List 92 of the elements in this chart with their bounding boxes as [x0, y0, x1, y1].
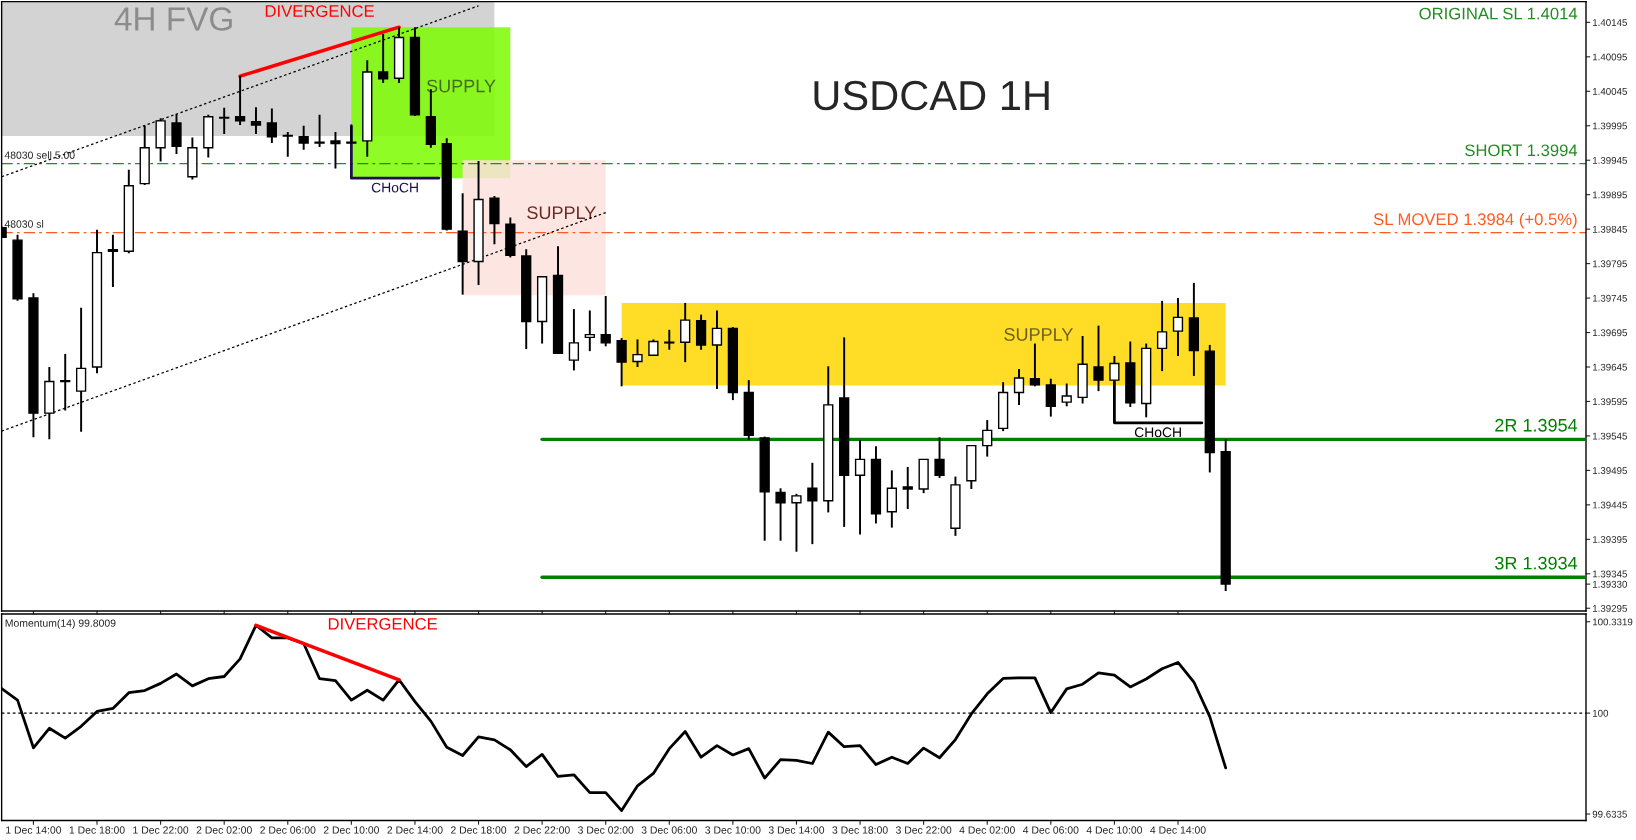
- candlestick: [60, 352, 71, 412]
- annotation: 48030 sl: [4, 220, 44, 228]
- y-tick-label: 100.3319: [1592, 618, 1633, 626]
- y-tick-label: 1.40095: [1592, 53, 1627, 61]
- x-tick-label: 2 Dec 22:00: [514, 826, 570, 834]
- candlestick: [711, 309, 723, 391]
- ref-line-label: SHORT 1.3994: [1465, 144, 1578, 157]
- candlestick: [282, 130, 293, 158]
- candlestick: [107, 233, 119, 289]
- x-tick-label: 4 Dec 14:00: [1150, 826, 1206, 834]
- candlestick: [982, 419, 993, 458]
- y-tick-label: 100: [1592, 709, 1609, 717]
- x-tick-label: 3 Dec 22:00: [895, 826, 952, 834]
- candlestick: [330, 130, 341, 170]
- candlestick: [854, 439, 866, 536]
- y-tick-label: 1.39645: [1592, 363, 1627, 371]
- candlestick: [1045, 377, 1056, 418]
- candlestick: [1013, 368, 1025, 406]
- y-tick-label: 1.40045: [1592, 88, 1627, 95]
- y-tick-label: 1.39395: [1592, 536, 1627, 543]
- annotation: 4H FVG: [114, 7, 232, 31]
- candlestick: [664, 328, 675, 351]
- y-tick-label: 1.39845: [1592, 225, 1627, 233]
- y-tick-label: 1.39695: [1592, 329, 1627, 337]
- candlestick: [934, 436, 945, 479]
- x-tick-label: 3 Dec 14:00: [768, 826, 825, 834]
- series-label: 2R 1.3954: [1495, 418, 1578, 432]
- candlestick: [234, 75, 246, 127]
- x-tick-label: 3 Dec 10:00: [705, 826, 761, 834]
- candlestick: [250, 106, 262, 135]
- x-tick-label: 2 Dec 18:00: [450, 826, 507, 834]
- candlestick: [219, 106, 230, 135]
- x-tick-label: 4 Dec 10:00: [1086, 826, 1143, 834]
- y-tick-label: 1.39330: [1592, 580, 1628, 588]
- candlestick: [1061, 382, 1072, 408]
- x-tick-label: 2 Dec 14:00: [387, 826, 443, 834]
- series-label: DIVERGENCE: [328, 617, 438, 630]
- candlestick: [616, 337, 627, 388]
- candlestick: [584, 309, 595, 353]
- candlestick: [1156, 299, 1168, 373]
- candlestick: [171, 113, 182, 155]
- y-tick-label: 1.39945: [1592, 156, 1627, 164]
- series-label: CHoCH: [1134, 427, 1181, 438]
- candlestick: [886, 469, 897, 529]
- candlestick: [378, 33, 389, 84]
- candlestick: [680, 301, 691, 364]
- candlestick: [298, 124, 309, 151]
- y-tick-label: 1.39995: [1592, 122, 1627, 130]
- x-tick-label: 4 Dec 06:00: [1022, 826, 1079, 834]
- annotation: SUPPLY: [426, 79, 496, 93]
- x-tick-label: 3 Dec 02:00: [578, 826, 634, 834]
- chart-title: Momentum(14) 99.8009: [5, 619, 116, 629]
- series-label: CHoCH: [371, 182, 418, 193]
- candlestick: [807, 461, 818, 546]
- y-tick-label: 1.39295: [1592, 604, 1627, 612]
- series-label: DIVERGENCE: [265, 5, 374, 17]
- annotation: SUPPLY: [527, 206, 596, 220]
- x-tick-label: 1 Dec 22:00: [133, 826, 189, 834]
- y-tick-label: 1.39745: [1592, 294, 1627, 302]
- y-tick-label: 1.39495: [1592, 467, 1627, 475]
- series-label: 3R 1.3934: [1495, 556, 1578, 570]
- candlestick: [775, 487, 786, 542]
- x-tick-label: 3 Dec 06:00: [641, 826, 697, 834]
- annotation: ORIGINAL SL 1.4014: [1419, 7, 1578, 20]
- x-tick-label: 4 Dec 02:00: [959, 826, 1015, 834]
- y-tick-label: 1.39595: [1592, 398, 1627, 406]
- y-tick-label: 1.40145: [1592, 19, 1627, 26]
- x-tick-label: 1 Dec 14:00: [6, 826, 62, 834]
- y-tick-label: 1.39895: [1592, 191, 1627, 199]
- y-tick-label: 1.39445: [1592, 501, 1627, 509]
- candlestick: [600, 295, 611, 348]
- annotation: SUPPLY: [1004, 328, 1073, 341]
- x-tick-label: 2 Dec 06:00: [260, 826, 316, 834]
- candlestick: [791, 492, 802, 553]
- x-tick-label: 2 Dec 10:00: [323, 826, 380, 834]
- candlestick: [568, 308, 580, 372]
- y-tick-label: 1.39345: [1592, 570, 1627, 578]
- candlestick: [1093, 324, 1104, 393]
- candlestick: [632, 338, 643, 368]
- x-tick-label: 2 Dec 02:00: [196, 826, 252, 834]
- y-tick-label: 99.6335: [1592, 810, 1627, 818]
- candlestick: [314, 113, 325, 149]
- y-tick-label: 1.39795: [1592, 260, 1627, 268]
- candlestick: [266, 107, 278, 144]
- text: USDCAD 1H: [814, 80, 1049, 111]
- candlestick: [1172, 297, 1184, 357]
- x-tick-label: 1 Dec 18:00: [69, 826, 125, 834]
- candlestick: [1029, 342, 1041, 388]
- candlestick: [902, 465, 913, 510]
- x-tick-label: 3 Dec 18:00: [832, 826, 888, 834]
- y-tick-label: 1.39545: [1592, 432, 1627, 440]
- ref-line-label: SL MOVED 1.3984 (+0.5%): [1373, 212, 1577, 229]
